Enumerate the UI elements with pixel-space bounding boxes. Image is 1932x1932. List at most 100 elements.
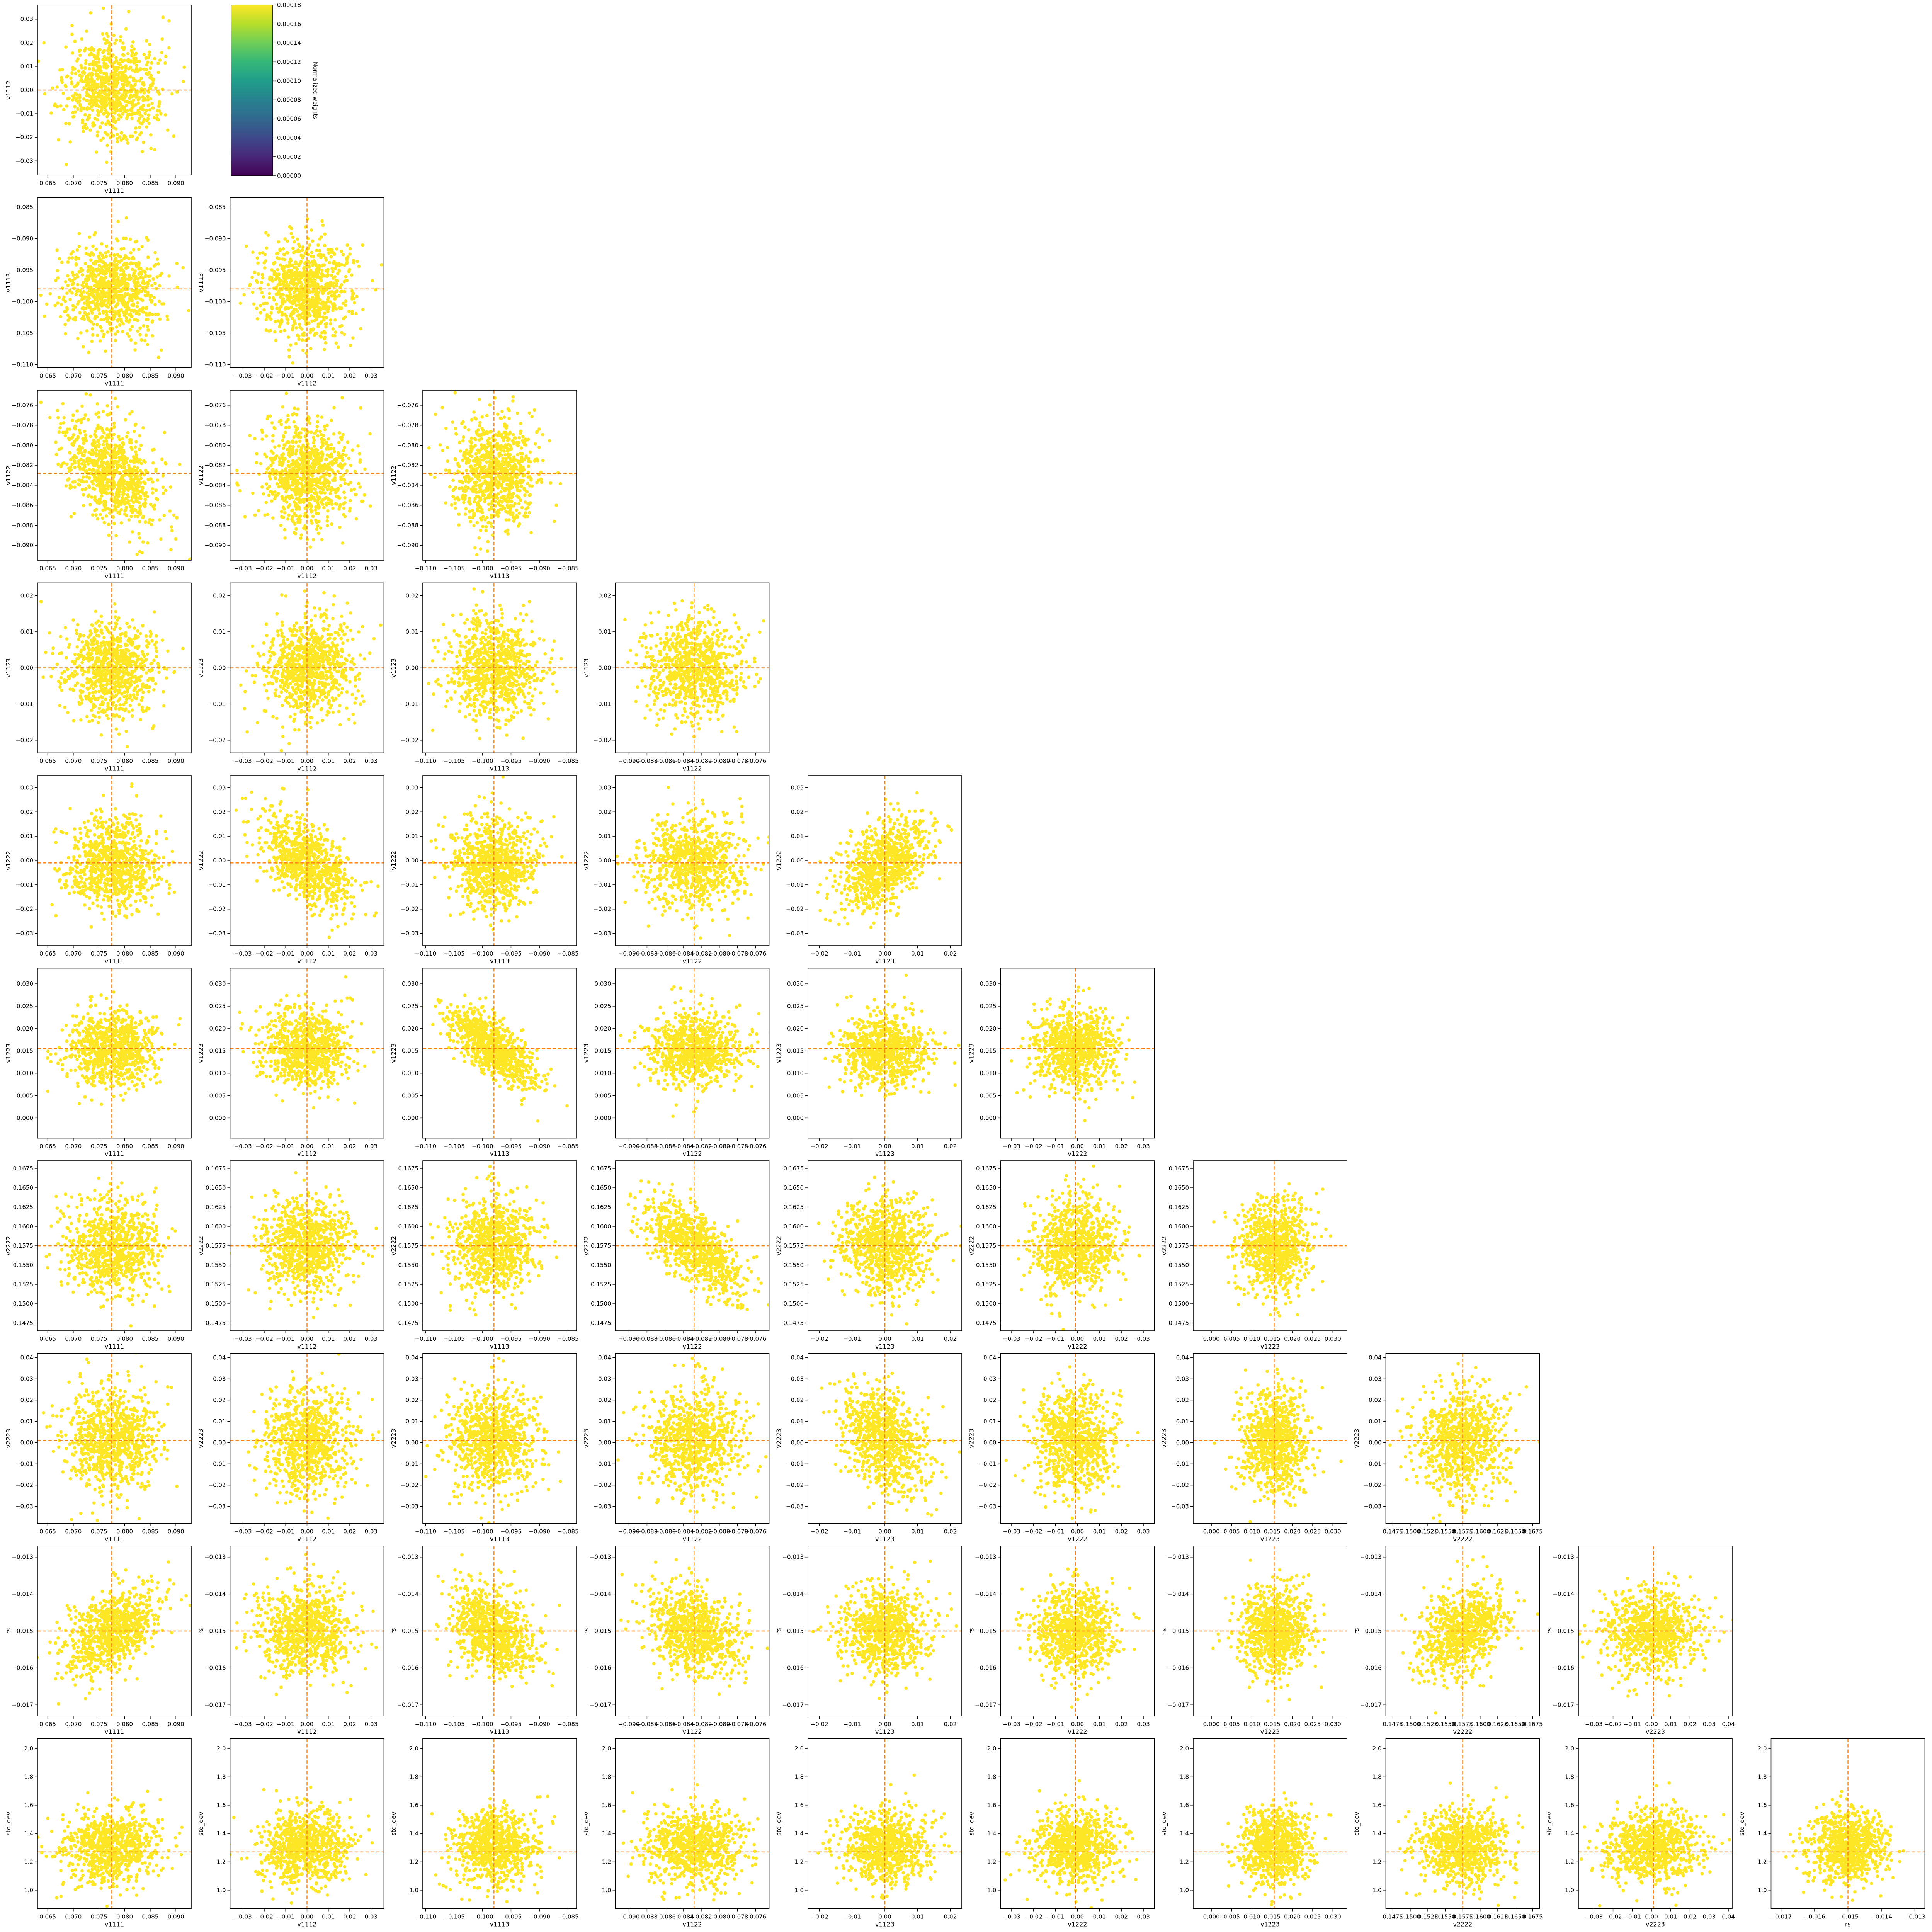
sample-point xyxy=(320,537,324,541)
sample-point xyxy=(103,487,107,491)
sample-point xyxy=(323,232,327,236)
sample-point xyxy=(116,490,120,493)
sample-point xyxy=(300,327,304,331)
sample-point xyxy=(145,109,148,112)
sample-point xyxy=(266,283,270,286)
sample-point xyxy=(101,82,105,85)
sample-point xyxy=(137,532,141,536)
sample-point xyxy=(104,349,107,353)
sample-point xyxy=(486,549,489,553)
sample-point xyxy=(138,67,142,71)
sample-point xyxy=(112,425,116,429)
sample-point xyxy=(357,482,361,486)
sample-point xyxy=(290,452,294,456)
sample-point xyxy=(297,491,301,495)
sample-point xyxy=(280,510,283,514)
sample-point xyxy=(150,284,154,287)
sample-point xyxy=(119,318,123,321)
sample-point xyxy=(154,488,158,492)
sample-point xyxy=(119,450,122,454)
sample-point xyxy=(53,304,57,307)
sample-point xyxy=(142,90,146,94)
sample-point xyxy=(316,325,320,328)
sample-point xyxy=(106,76,110,80)
sample-point xyxy=(117,254,121,258)
sample-point xyxy=(264,500,268,504)
y-tick-label: −0.086 xyxy=(204,502,226,509)
sample-point xyxy=(286,517,290,521)
sample-point xyxy=(333,275,337,279)
sample-point xyxy=(291,463,294,467)
sample-point xyxy=(63,299,67,303)
sample-point xyxy=(107,533,111,537)
sample-point xyxy=(80,268,83,271)
sample-point xyxy=(76,283,80,286)
sample-point xyxy=(330,463,334,467)
sample-point xyxy=(119,96,122,100)
sample-point xyxy=(121,112,125,116)
sample-point xyxy=(284,284,287,288)
sample-point xyxy=(80,37,84,41)
sample-point xyxy=(146,98,150,102)
sample-point xyxy=(116,466,119,470)
sample-point xyxy=(313,261,316,265)
sample-point xyxy=(107,267,111,270)
sample-point xyxy=(126,332,129,336)
sample-point xyxy=(308,504,311,508)
sample-point xyxy=(92,322,95,326)
sample-point xyxy=(189,557,191,560)
sample-point xyxy=(300,315,304,319)
sample-point xyxy=(155,497,158,500)
sample-point xyxy=(87,113,91,117)
x-tick-label: 0.02 xyxy=(343,565,356,572)
sample-point xyxy=(141,310,145,314)
sample-point xyxy=(146,73,150,76)
sample-point xyxy=(293,476,296,480)
sample-point xyxy=(469,436,473,440)
sample-point xyxy=(311,309,315,313)
sample-point xyxy=(100,253,104,257)
sample-point xyxy=(98,312,101,316)
sample-point xyxy=(64,430,67,434)
sample-point xyxy=(79,109,83,112)
sample-point xyxy=(263,253,267,256)
sample-point xyxy=(305,490,309,493)
sample-point xyxy=(88,63,92,66)
sample-point xyxy=(146,343,150,347)
sample-point xyxy=(84,246,88,250)
sample-point xyxy=(69,279,73,283)
sample-point xyxy=(82,459,86,463)
sample-point xyxy=(140,551,144,554)
sample-point xyxy=(181,266,185,269)
sample-point xyxy=(102,6,105,10)
sample-point xyxy=(346,440,350,444)
sample-point xyxy=(448,485,452,489)
sample-point xyxy=(472,524,476,527)
sample-point xyxy=(134,450,138,454)
sample-point xyxy=(339,484,343,488)
sample-point xyxy=(95,402,99,406)
sample-point xyxy=(264,328,268,332)
sample-point xyxy=(326,497,330,501)
sample-point xyxy=(99,85,102,88)
sample-point xyxy=(91,121,95,125)
sample-point xyxy=(473,546,477,550)
sample-point xyxy=(500,433,503,436)
sample-point xyxy=(82,97,86,101)
sample-point xyxy=(141,108,145,112)
sample-point xyxy=(288,275,292,279)
scatter-panel-v1111-vs-v1122: 0.065 0.070 0.075 0.080 0.085 0.090−0.090−0.0… xyxy=(5,390,192,580)
sample-point xyxy=(138,284,142,288)
sample-point xyxy=(67,256,71,260)
sample-point xyxy=(96,109,99,112)
sample-point xyxy=(124,316,128,320)
sample-point xyxy=(122,247,126,251)
sample-point xyxy=(127,101,131,104)
sample-point xyxy=(116,405,119,409)
sample-point xyxy=(130,478,134,482)
x-tick-label: 0.090 xyxy=(168,565,184,572)
sample-point xyxy=(286,464,290,468)
sample-point xyxy=(104,286,108,289)
sample-point xyxy=(150,523,153,526)
sample-point xyxy=(115,325,118,329)
